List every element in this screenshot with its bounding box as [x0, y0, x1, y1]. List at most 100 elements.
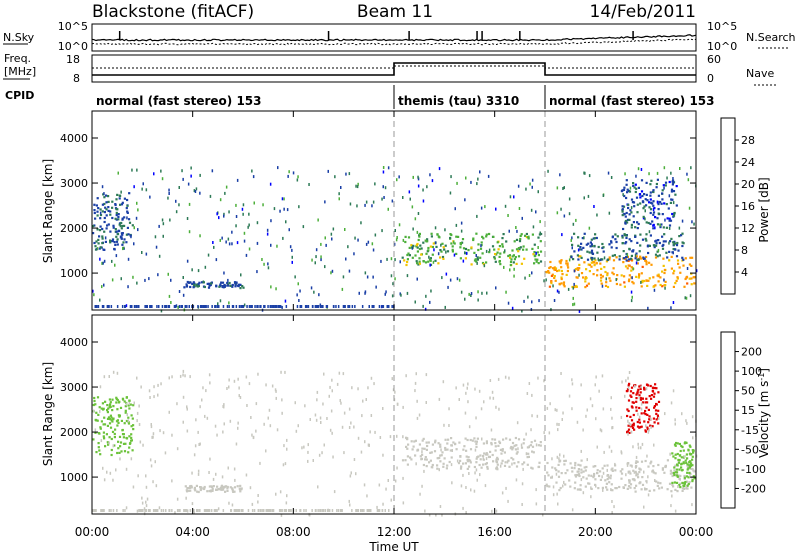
velocity-ground-cell: [305, 509, 307, 512]
power-cell: [626, 191, 629, 194]
power-cell: [102, 248, 105, 251]
power-cell: [678, 266, 681, 269]
velocity-sparse-cell: [265, 383, 267, 387]
velocity-sparse-cell: [464, 411, 467, 415]
velocity-cell: [691, 455, 694, 458]
power-cell: [550, 282, 553, 285]
power-sparse-cell: [209, 194, 212, 198]
velocity-cell: [672, 485, 675, 488]
power-cell: [95, 240, 98, 243]
velocity-sparse-cell: [150, 423, 152, 426]
power-cell: [684, 277, 687, 281]
power-cell: [476, 256, 479, 259]
power-cell: [565, 262, 568, 265]
power-cell: [627, 206, 630, 210]
power-sparse-cell: [372, 248, 375, 252]
power-cell: [415, 260, 418, 263]
power-cell: [416, 262, 419, 265]
power-cell: [634, 235, 637, 238]
power-ground-cell: [164, 305, 167, 308]
power-cell: [547, 270, 550, 273]
velocity-cell: [582, 476, 585, 479]
noise-right-tick-bottom: 10^0: [707, 40, 737, 53]
power-cell: [648, 277, 651, 280]
power-sparse-cell: [344, 228, 346, 231]
velocity-cell: [644, 459, 647, 463]
power-cell: [93, 241, 96, 245]
velocity-sparse-cell: [685, 419, 687, 423]
velocity-cell: [681, 489, 684, 492]
power-cell: [493, 257, 496, 260]
velocity-cell: [124, 411, 127, 414]
power-sparse-cell: [132, 275, 134, 279]
power-cell: [525, 232, 528, 236]
velocity-cell: [521, 463, 524, 466]
velocity-cell: [108, 398, 111, 401]
velocity-sparse-cell: [620, 450, 622, 454]
velocity-sparse-cell: [331, 378, 333, 382]
velocity-cell: [663, 471, 666, 474]
power-sparse-cell: [384, 186, 387, 190]
power-sparse-cell: [532, 225, 535, 229]
power-sparse-cell: [464, 251, 466, 255]
velocity-cell: [484, 453, 488, 456]
power-ground-cell: [316, 305, 319, 308]
power-cell: [608, 277, 611, 280]
velocity-cell: [127, 404, 130, 407]
power-cell: [576, 267, 579, 270]
freq-tick-top: 18: [66, 53, 80, 66]
velocity-cell: [643, 412, 646, 415]
power-sparse-cell: [456, 277, 459, 281]
power-sparse-cell: [365, 242, 368, 246]
velocity-cell: [539, 441, 542, 444]
velocity-cell: [587, 482, 590, 485]
velocity-sparse-cell: [233, 467, 236, 471]
power-cell: [605, 281, 608, 284]
velocity-cell: [104, 400, 107, 403]
power-sparse-cell: [287, 174, 289, 178]
velocity-ground-cell: [149, 509, 151, 512]
power-cell: [676, 276, 679, 279]
power-sparse-cell: [422, 188, 424, 192]
velocity-cell: [646, 413, 649, 416]
power-cell: [566, 264, 569, 267]
velocity-sparse-cell: [171, 433, 173, 437]
power-cell: [657, 280, 660, 283]
velocity-cell: [657, 422, 660, 425]
velocity-cell: [523, 438, 526, 441]
power-ground-cell: [347, 305, 349, 308]
power-cell: [414, 254, 417, 257]
power-cell: [470, 263, 473, 266]
power-sparse-cell: [101, 185, 104, 189]
power-cell: [467, 249, 470, 252]
velocity-sparse-cell: [601, 374, 604, 378]
power-ground-cell: [325, 305, 328, 308]
velocity-ground-cell: [262, 509, 264, 512]
velocity-cell: [106, 441, 109, 444]
velocity-sparse-cell: [152, 435, 154, 439]
power-sparse-cell: [168, 188, 170, 192]
velocity-sparse-cell: [382, 453, 384, 457]
velocity-ground-cell: [357, 509, 360, 512]
velocity-ground-cell: [141, 509, 143, 512]
velocity-cell: [412, 445, 415, 448]
power-ground-cell: [354, 305, 356, 308]
velocity-sparse-cell: [654, 479, 656, 482]
power-ground-cell: [321, 305, 323, 308]
power-sparse-cell: [284, 299, 287, 303]
power-cell: [218, 285, 221, 288]
power-cell: [634, 226, 637, 229]
velocity-cell: [597, 487, 600, 490]
power-cell: [123, 224, 126, 227]
power-cell: [663, 268, 666, 272]
power-ground-cell: [305, 305, 308, 308]
velocity-cell: [413, 440, 416, 443]
velocity-cell: [647, 465, 650, 468]
velocity-cell: [193, 486, 196, 489]
velocity-cell: [546, 485, 549, 488]
power-ground-cell: [121, 305, 124, 308]
power-sparse-cell: [242, 212, 244, 216]
velocity-sparse-cell: [373, 382, 375, 386]
velocity-cell: [573, 467, 576, 470]
power-sparse-cell: [372, 200, 375, 204]
